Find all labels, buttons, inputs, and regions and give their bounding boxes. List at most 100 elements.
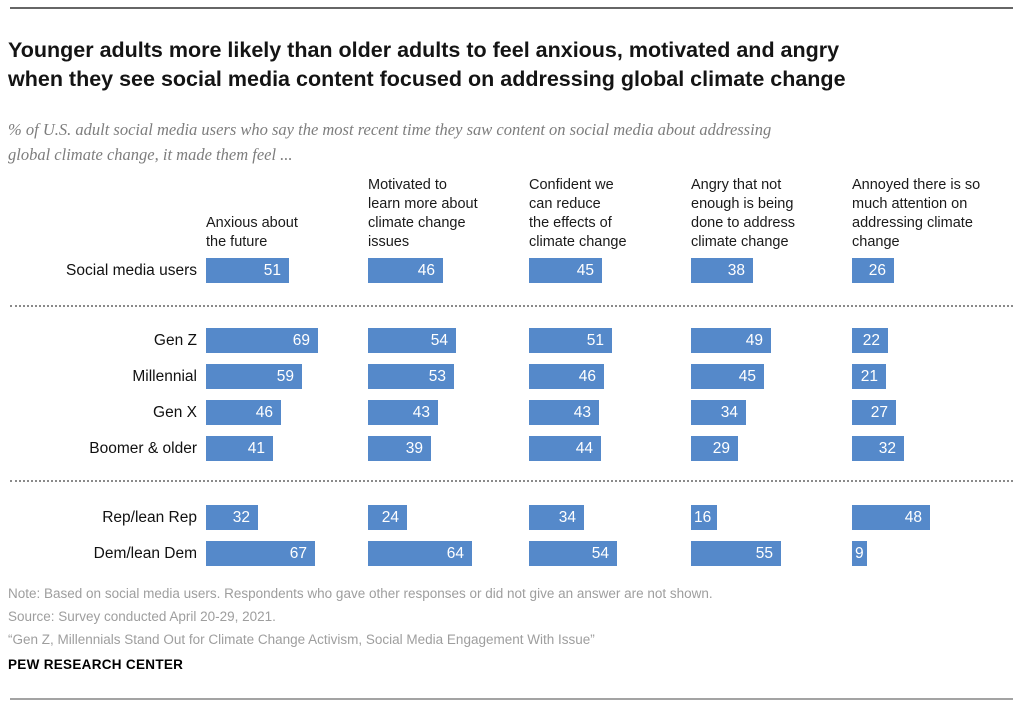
bar: 53 bbox=[368, 364, 454, 389]
bar: 46 bbox=[206, 400, 281, 425]
bar: 69 bbox=[206, 328, 318, 353]
column-header-line: Motivated to bbox=[368, 177, 447, 193]
dotted-separator bbox=[10, 480, 1013, 482]
bar-value-label: 9 bbox=[855, 545, 864, 562]
row-label: Gen Z bbox=[153, 332, 197, 349]
note-line: Note: Based on social media users. Respo… bbox=[8, 586, 713, 601]
column-header-line: can reduce bbox=[529, 196, 601, 212]
column-header: Angry that not enough is being done to add… bbox=[691, 167, 849, 252]
bar-value-label: 34 bbox=[720, 404, 738, 421]
bar: 48 bbox=[852, 505, 930, 530]
top-rule bbox=[10, 7, 1013, 9]
column-header-line: Anxious about bbox=[206, 215, 298, 231]
bottom-rule bbox=[10, 698, 1013, 700]
page-title: Younger adults more likely than older ad… bbox=[8, 38, 846, 92]
bar: 26 bbox=[852, 258, 894, 283]
bar: 43 bbox=[529, 400, 599, 425]
bar: 59 bbox=[206, 364, 302, 389]
bar-value-label: 32 bbox=[878, 440, 896, 457]
bar: 39 bbox=[368, 436, 431, 461]
bar: 51 bbox=[529, 328, 612, 353]
bar-value-label: 38 bbox=[727, 262, 745, 279]
column-header-line: the future bbox=[206, 234, 268, 250]
bar: 46 bbox=[529, 364, 604, 389]
chart-subtitle: % of U.S. adult social media users who s… bbox=[8, 119, 772, 164]
bar-value-label: 43 bbox=[412, 404, 430, 421]
dotted-separator bbox=[10, 305, 1013, 307]
column-header-line: the effects of bbox=[529, 215, 612, 231]
bar-value-label: 59 bbox=[276, 368, 294, 385]
source-line: Source: Survey conducted April 20-29, 20… bbox=[8, 609, 276, 624]
bar: 43 bbox=[368, 400, 438, 425]
bar: 38 bbox=[691, 258, 753, 283]
footer-notes: Note: Based on social media users. Respo… bbox=[8, 583, 1008, 652]
bar-value-label: 44 bbox=[575, 440, 593, 457]
bar: 34 bbox=[691, 400, 746, 425]
bar: 41 bbox=[206, 436, 273, 461]
bar: 46 bbox=[368, 258, 443, 283]
bar-value-label: 54 bbox=[430, 332, 448, 349]
row-label: Dem/lean Dem bbox=[93, 545, 197, 562]
bar: 32 bbox=[206, 505, 258, 530]
bar-value-label: 49 bbox=[745, 332, 763, 349]
bar-value-label: 43 bbox=[573, 404, 591, 421]
bar-value-label: 41 bbox=[247, 440, 265, 457]
bar: 9 bbox=[852, 541, 867, 566]
bar-value-label: 46 bbox=[578, 368, 596, 385]
bar: 16 bbox=[691, 505, 717, 530]
bar-value-label: 24 bbox=[381, 509, 399, 526]
bar: 24 bbox=[368, 505, 407, 530]
column-header-line: issues bbox=[368, 234, 410, 250]
column-header-line: enough is being bbox=[691, 196, 794, 212]
row-label: Boomer & older bbox=[89, 440, 197, 457]
bar-value-label: 64 bbox=[446, 545, 464, 562]
bar-value-label: 45 bbox=[576, 262, 594, 279]
bar: 45 bbox=[691, 364, 764, 389]
bar-value-label: 26 bbox=[868, 262, 886, 279]
bar-value-label: 69 bbox=[292, 332, 310, 349]
row-label: Social media users bbox=[66, 262, 197, 279]
bar-value-label: 67 bbox=[289, 545, 307, 562]
bar: 55 bbox=[691, 541, 781, 566]
bar: 32 bbox=[852, 436, 904, 461]
bar-value-label: 51 bbox=[586, 332, 604, 349]
pew-research-center-logo: PEW RESEARCH CENTER bbox=[8, 657, 184, 672]
column-header-line: climate change bbox=[529, 234, 627, 250]
row-label: Rep/lean Rep bbox=[102, 509, 197, 526]
bar: 44 bbox=[529, 436, 601, 461]
bar: 67 bbox=[206, 541, 315, 566]
bar-value-label: 27 bbox=[870, 404, 888, 421]
bar-value-label: 48 bbox=[904, 509, 922, 526]
bar-value-label: 45 bbox=[738, 368, 756, 385]
column-header: Confident we can reduce the effects of clim… bbox=[529, 167, 687, 252]
bar: 21 bbox=[852, 364, 886, 389]
bar: 45 bbox=[529, 258, 602, 283]
bar-value-label: 22 bbox=[862, 332, 880, 349]
column-header: Motivated to learn more about climate chan… bbox=[368, 167, 526, 252]
quote-line: “Gen Z, Millennials Stand Out for Climat… bbox=[8, 632, 595, 647]
bar-value-label: 46 bbox=[417, 262, 435, 279]
column-header-line: addressing climate bbox=[852, 215, 973, 231]
bar-value-label: 39 bbox=[405, 440, 423, 457]
column-header-line: Annoyed there is so bbox=[852, 177, 981, 193]
column-header-line: much attention on bbox=[852, 196, 968, 212]
column-header-line: climate change bbox=[691, 234, 789, 250]
bar: 27 bbox=[852, 400, 896, 425]
bar: 51 bbox=[206, 258, 289, 283]
column-header-line: change bbox=[852, 234, 900, 250]
bar: 54 bbox=[529, 541, 617, 566]
bar: 64 bbox=[368, 541, 472, 566]
column-header-line: Angry that not bbox=[691, 177, 782, 193]
bar-value-label: 53 bbox=[428, 368, 446, 385]
bar-value-label: 21 bbox=[860, 368, 878, 385]
row-label: Millennial bbox=[132, 368, 197, 385]
bar-value-label: 51 bbox=[263, 262, 281, 279]
column-header: Annoyed there is so much attention on addr… bbox=[852, 167, 1010, 252]
row-label: Gen X bbox=[153, 404, 197, 421]
column-header-line: done to address bbox=[691, 215, 795, 231]
bar-value-label: 34 bbox=[558, 509, 576, 526]
bar: 22 bbox=[852, 328, 888, 353]
column-header-line: climate change bbox=[368, 215, 466, 231]
bar-value-label: 54 bbox=[591, 545, 609, 562]
bar-value-label: 16 bbox=[694, 509, 712, 526]
